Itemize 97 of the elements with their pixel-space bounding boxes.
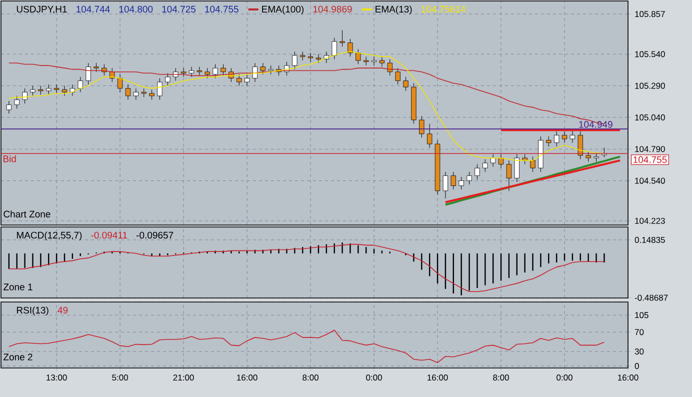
y-tick-label: 104.223 (635, 218, 665, 224)
candlestick (204, 68, 210, 78)
candlestick (395, 68, 400, 85)
candlestick (379, 56, 385, 68)
x-tick-label: 8:00 (493, 374, 509, 381)
y-tick-label: 70 (634, 329, 644, 336)
candlestick (22, 88, 28, 104)
candlestick (356, 48, 361, 65)
annotation: 104.744 (76, 6, 110, 13)
y-tick-label: 105.040 (635, 114, 665, 120)
candlestick (419, 116, 424, 138)
ref-line-label: 104.949 (579, 121, 612, 128)
annotation: Zone 2 (4, 354, 32, 360)
x-tick-label: 21:00 (173, 374, 194, 381)
ref-line-label: Bid (3, 155, 16, 162)
x-tick-label: 5:00 (112, 374, 128, 381)
candlestick (46, 84, 52, 95)
candlestick (546, 136, 552, 147)
candlestick (292, 51, 298, 70)
candlestick (30, 86, 36, 96)
candlestick (212, 64, 218, 78)
candlestick (332, 37, 337, 60)
y-tick-label: -0.48687 (634, 294, 668, 301)
annotation: 49 (58, 306, 68, 314)
candlestick (442, 172, 448, 199)
candlestick (371, 56, 377, 66)
candlestick (165, 72, 170, 86)
y-tick-label: 105.290 (635, 82, 665, 89)
legend-label: EMA(100) (262, 6, 304, 14)
candlestick (62, 86, 68, 96)
annotation: 104.755 (205, 6, 238, 13)
candlestick (157, 78, 162, 100)
x-tick-label: 0:00 (366, 374, 382, 381)
candlestick (86, 62, 91, 85)
candlestick (466, 172, 472, 185)
y-tick-label: 105.857 (635, 11, 665, 18)
text: 104.755 (634, 156, 667, 164)
candlestick (244, 74, 250, 86)
candlestick (133, 88, 139, 100)
x-tick-label: 13:00 (46, 374, 67, 381)
candlestick (180, 68, 186, 78)
chart-title: MACD(12,55,7) (16, 232, 82, 240)
annotation: 104.725 (162, 6, 196, 13)
annotation: -0.09657 (136, 232, 174, 239)
y-tick-label: 105.540 (635, 51, 665, 58)
candlestick (149, 89, 154, 100)
y-tick-label: 104.790 (635, 146, 665, 152)
legend-label: EMA(13) (376, 6, 412, 14)
candlestick (570, 130, 576, 143)
candlestick (450, 172, 456, 190)
candlestick (506, 160, 512, 192)
candlestick (6, 100, 12, 114)
x-tick-label: 16:00 (237, 374, 258, 381)
candlestick (578, 131, 583, 160)
y-tick-label: 30 (634, 348, 644, 355)
candlestick (117, 74, 123, 92)
candlestick (260, 62, 266, 75)
candlestick (78, 76, 83, 92)
annotation: -0.09411 (91, 232, 128, 239)
candlestick (514, 154, 520, 182)
candlestick (340, 30, 345, 47)
candlestick (586, 151, 591, 162)
chart-title: RSI(13) (16, 306, 48, 316)
candlestick (14, 96, 20, 109)
x-tick-label: 0:00 (556, 374, 572, 381)
candlestick (236, 74, 242, 86)
candlestick (482, 158, 488, 172)
y-tick-label: 105 (635, 312, 648, 318)
candlestick (458, 176, 464, 190)
candlestick (308, 52, 314, 62)
candlestick (562, 131, 568, 143)
x-tick-label: 16:00 (618, 374, 638, 381)
candlestick (54, 84, 60, 94)
annotation: Chart Zone (4, 210, 50, 218)
y-tick-label: 104.540 (635, 178, 665, 184)
annotation: 104.9869 (313, 6, 352, 13)
x-tick-label: 8:00 (302, 374, 318, 381)
annotation: Zone 1 (4, 284, 32, 290)
candlestick (387, 58, 392, 76)
candlestick (220, 64, 226, 76)
y-tick-label: 0 (634, 363, 639, 370)
candlestick (490, 154, 496, 168)
candlestick (403, 76, 408, 92)
candlestick (530, 156, 536, 172)
chart-title: USDJPY,H1 (16, 6, 67, 14)
candlestick (70, 84, 76, 96)
candlestick (554, 131, 560, 147)
candlestick (188, 66, 194, 78)
candlestick (348, 38, 353, 57)
annotation: 104.800 (119, 6, 153, 13)
candlestick (125, 84, 131, 100)
candlestick (427, 124, 432, 148)
annotation: 104.75614 (422, 6, 466, 13)
candlestick (474, 164, 480, 180)
x-tick-label: 16:00 (428, 374, 448, 381)
y-tick-label: 0.14835 (634, 236, 665, 243)
candlestick (316, 54, 322, 64)
